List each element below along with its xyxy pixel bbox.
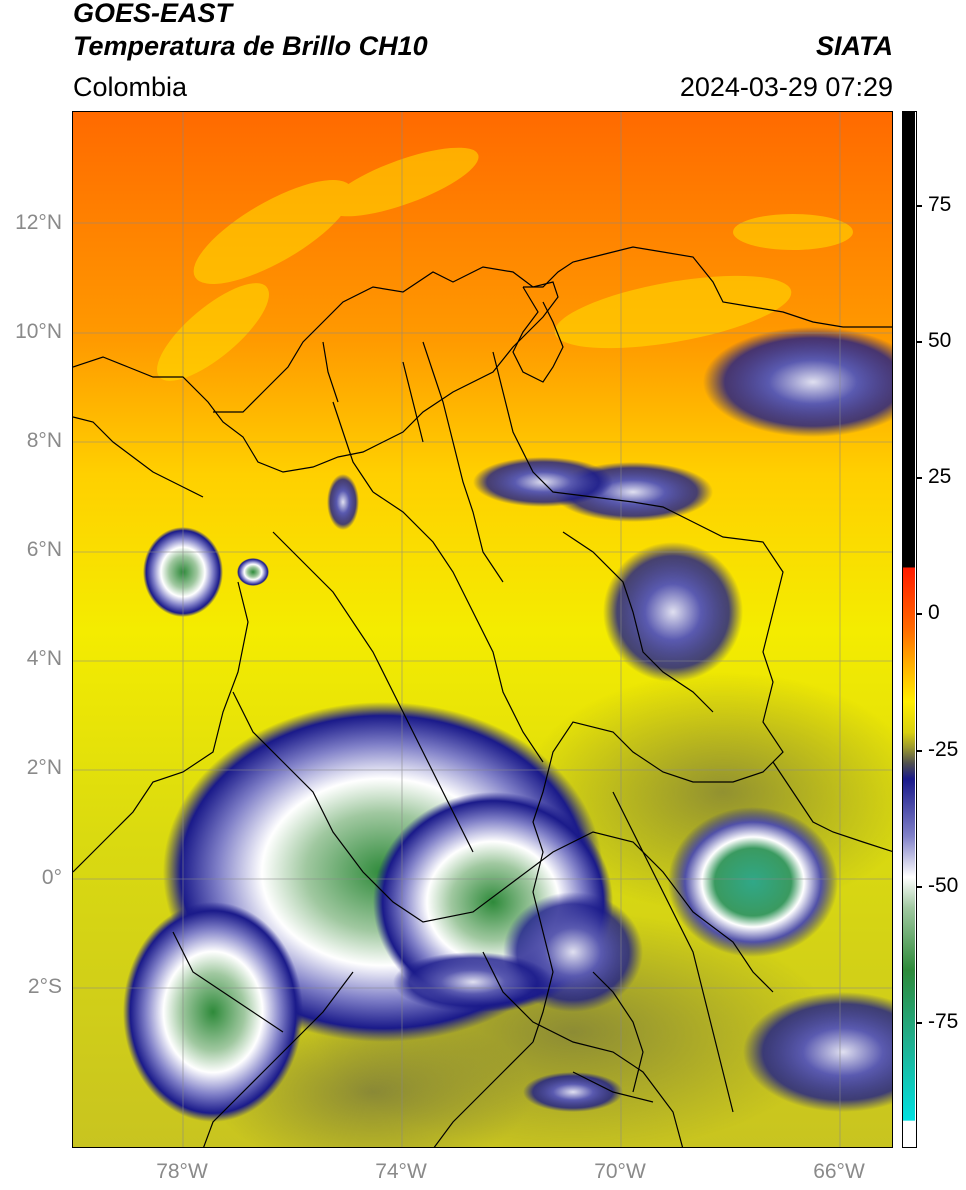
lat-label-10n: 10°N — [15, 320, 62, 343]
region-label: Colombia — [73, 72, 188, 102]
lon-label-66w: 66°W — [813, 1160, 865, 1183]
colorbar-tick-minus75 — [916, 1022, 922, 1024]
colorbar-tick-0 — [916, 613, 922, 615]
colorbar-label-minus50: -50 — [928, 874, 959, 897]
colorbar-label-minus25: -25 — [928, 738, 959, 761]
lat-label-12n: 12°N — [15, 211, 62, 234]
lat-label-equator: 0° — [41, 866, 62, 889]
lat-label-8n: 8°N — [26, 429, 62, 452]
gridlines — [73, 112, 892, 1147]
colorbar-tick-25 — [916, 477, 922, 479]
colorbar-tick-minus50 — [916, 886, 922, 888]
brightness-temperature-map — [72, 111, 893, 1148]
warm-cloud-streaks — [157, 147, 853, 381]
lon-label-78w: 78°W — [156, 1160, 208, 1183]
title-organization: SIATA — [816, 31, 893, 61]
colorbar-tick-50 — [916, 341, 922, 343]
colorbar-label-25: 25 — [928, 465, 952, 488]
colorbar — [902, 111, 917, 1148]
colorbar-label-50: 50 — [928, 329, 952, 352]
lat-label-6n: 6°N — [26, 538, 62, 561]
title-product: Temperatura de Brillo CH10 — [73, 31, 428, 61]
datetime-label: 2024-03-29 07:29 — [679, 72, 893, 102]
title-satellite: GOES-EAST — [73, 0, 233, 28]
colorbar-label-75: 75 — [928, 193, 952, 216]
lat-label-2n: 2°N — [26, 756, 62, 779]
colorbar-tick-minus25 — [916, 750, 922, 752]
lon-label-70w: 70°W — [594, 1160, 646, 1183]
lat-label-2s: 2°S — [27, 975, 62, 998]
colorbar-tick-75 — [916, 205, 922, 207]
colorbar-label-minus75: -75 — [928, 1010, 959, 1033]
colorbar-label-0: 0 — [928, 601, 940, 624]
lat-label-4n: 4°N — [26, 647, 62, 670]
coastlines-borders — [73, 246, 892, 1147]
convective-clouds — [123, 327, 892, 1122]
lon-label-74w: 74°W — [375, 1160, 427, 1183]
